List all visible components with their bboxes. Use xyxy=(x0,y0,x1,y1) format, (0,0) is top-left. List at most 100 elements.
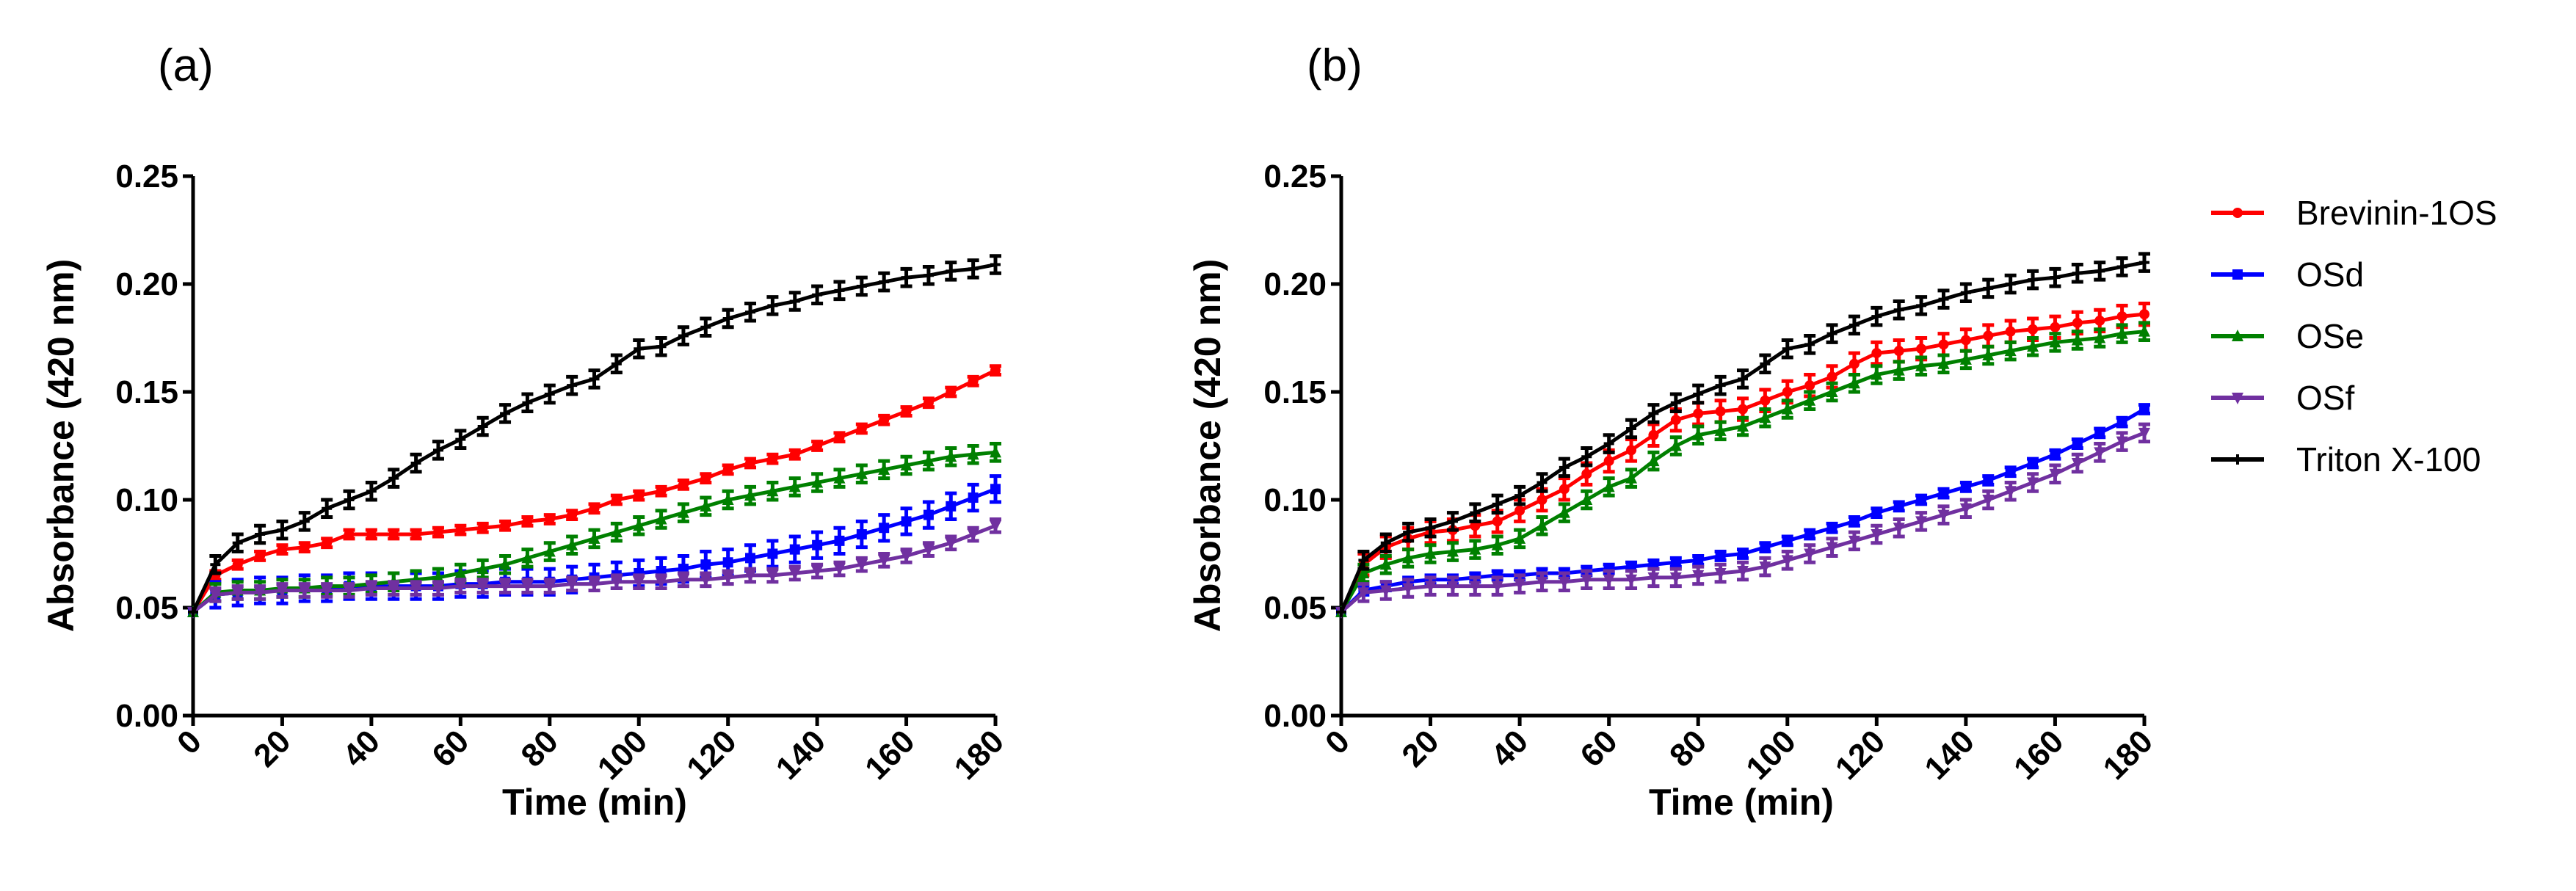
data-point xyxy=(722,313,733,324)
data-point xyxy=(1916,300,1927,311)
data-point xyxy=(1916,495,1927,505)
data-point xyxy=(1848,319,1860,330)
data-point xyxy=(1446,581,1459,593)
data-point xyxy=(2116,327,2128,339)
data-point xyxy=(722,572,734,584)
data-point xyxy=(856,280,867,291)
data-point xyxy=(677,506,689,518)
data-point xyxy=(1737,420,1749,432)
data-point xyxy=(1937,509,1950,522)
data-point xyxy=(1826,328,1837,339)
data-point xyxy=(1558,506,1570,518)
panel-b-x-axis-label: Time (min) xyxy=(1649,782,1834,823)
data-point xyxy=(878,555,890,567)
data-point xyxy=(2116,436,2128,448)
data-point xyxy=(1424,547,1437,559)
data-point xyxy=(1759,561,1771,574)
panel-a-x-tick-label: 120 xyxy=(680,723,744,787)
data-point xyxy=(521,551,534,564)
data-point xyxy=(1603,480,1615,492)
data-point xyxy=(1536,495,1548,505)
legend-marker-icon xyxy=(2232,330,2243,341)
data-point xyxy=(1804,529,1815,540)
data-point xyxy=(1759,411,1771,423)
data-point xyxy=(2071,458,2083,470)
data-point xyxy=(1469,542,1481,555)
data-point xyxy=(1514,505,1525,516)
data-point xyxy=(232,537,243,548)
data-point xyxy=(1938,488,1949,499)
panel-b-x-tick-label: 80 xyxy=(1663,723,1713,774)
data-point xyxy=(566,538,578,550)
legend-label: OSd xyxy=(2296,255,2364,294)
data-point xyxy=(656,486,667,497)
panel-b-y-tick-label: 0.10 xyxy=(1263,482,1327,518)
data-point xyxy=(1782,535,1793,546)
data-point xyxy=(990,520,1001,533)
data-point xyxy=(855,467,868,479)
data-point xyxy=(656,341,667,352)
data-point xyxy=(566,578,578,591)
data-point xyxy=(1581,493,1593,505)
data-point xyxy=(1893,305,1904,316)
data-point xyxy=(477,421,488,432)
legend-label: Brevinin-1OS xyxy=(2296,194,2497,232)
data-point xyxy=(1559,484,1570,495)
panel-a-y-tick-label: 0.10 xyxy=(115,482,178,518)
data-point xyxy=(1871,311,1882,322)
data-point xyxy=(1982,495,1995,506)
data-point xyxy=(1960,481,1971,492)
data-point xyxy=(209,589,222,602)
data-point xyxy=(901,406,912,417)
data-point xyxy=(766,570,779,582)
data-point xyxy=(1848,516,1860,527)
data-point xyxy=(255,529,266,540)
panel-b-x-tick-label: 140 xyxy=(1918,723,1981,787)
legend-label: OSf xyxy=(2296,379,2354,417)
data-point xyxy=(767,454,778,465)
data-point xyxy=(588,531,601,544)
panel-b-x-tick-label: 160 xyxy=(2007,723,2071,787)
data-point xyxy=(477,523,488,534)
data-point xyxy=(2139,257,2149,268)
data-point xyxy=(1916,343,1927,354)
legend-label: Triton X-100 xyxy=(2296,440,2481,479)
data-point xyxy=(1492,498,1503,509)
data-point xyxy=(766,484,779,497)
data-point xyxy=(231,587,244,600)
data-point xyxy=(1647,454,1660,467)
data-point xyxy=(1826,542,1838,554)
data-point xyxy=(1670,415,1681,426)
data-point xyxy=(789,449,800,460)
data-point xyxy=(812,539,823,550)
series-line xyxy=(1340,407,2146,614)
data-point xyxy=(1871,368,1883,380)
data-point xyxy=(1379,558,1392,570)
data-point xyxy=(879,277,890,288)
data-point xyxy=(745,458,756,469)
data-point xyxy=(1782,343,1793,354)
legend-marker-icon xyxy=(2232,208,2243,218)
panel-b-x-tick-label: 100 xyxy=(1739,723,1803,787)
data-point xyxy=(900,458,913,470)
data-point xyxy=(210,559,221,570)
data-point xyxy=(455,525,466,536)
data-point xyxy=(1915,516,1928,528)
panel-b-series-triton-x-100 xyxy=(1336,252,2150,617)
data-point xyxy=(789,544,800,555)
data-point xyxy=(1669,572,1682,584)
data-point xyxy=(990,259,1001,270)
data-point xyxy=(1336,606,1346,617)
data-point xyxy=(2116,261,2127,272)
data-point xyxy=(476,581,489,593)
data-point xyxy=(2071,333,2083,346)
panel-a-series-triton-x-100 xyxy=(188,254,1001,617)
panel-a-y-tick-label: 0.05 xyxy=(115,590,178,626)
data-point xyxy=(2072,317,2083,328)
data-point xyxy=(455,434,466,445)
panel-a-x-tick-label: 140 xyxy=(769,723,833,787)
data-point xyxy=(1603,456,1614,467)
data-point xyxy=(544,388,555,399)
data-point xyxy=(1626,445,1637,456)
data-point xyxy=(812,440,823,451)
